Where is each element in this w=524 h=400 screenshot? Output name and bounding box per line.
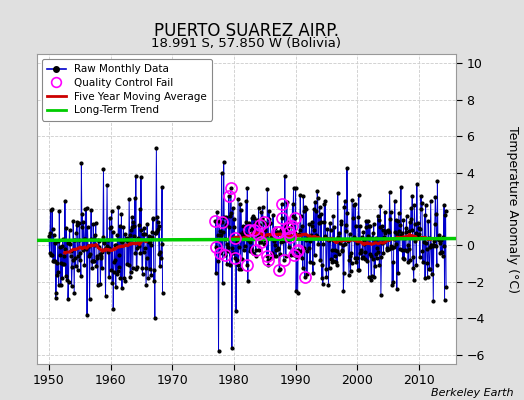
Y-axis label: Temperature Anomaly (°C): Temperature Anomaly (°C) [506, 126, 519, 292]
Text: 18.991 S, 57.850 W (Bolivia): 18.991 S, 57.850 W (Bolivia) [151, 37, 341, 50]
Legend: Raw Monthly Data, Quality Control Fail, Five Year Moving Average, Long-Term Tren: Raw Monthly Data, Quality Control Fail, … [42, 59, 212, 120]
Text: Berkeley Earth: Berkeley Earth [431, 388, 514, 398]
Text: PUERTO SUAREZ AIRP.: PUERTO SUAREZ AIRP. [154, 22, 339, 40]
